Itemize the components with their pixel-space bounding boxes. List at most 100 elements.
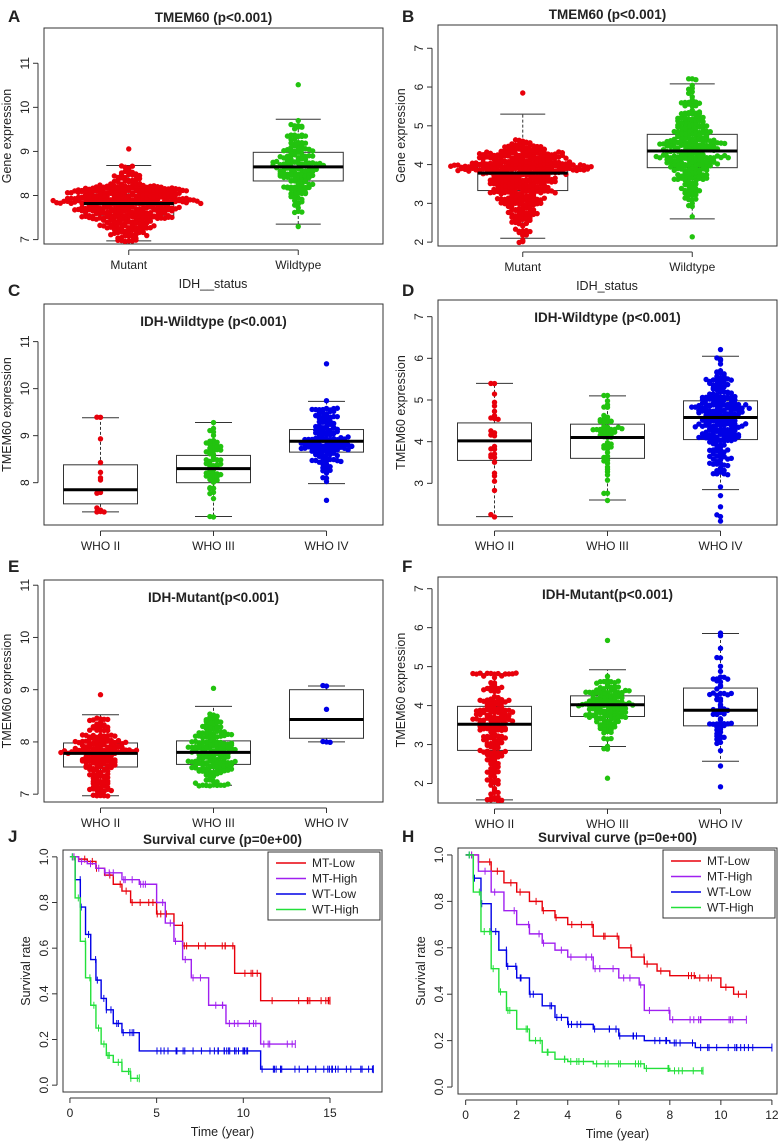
data-point <box>105 716 111 723</box>
x-tick-label: WHO III <box>192 539 235 553</box>
data-point <box>541 195 548 201</box>
data-point <box>302 178 309 185</box>
data-point <box>499 753 505 759</box>
data-point <box>671 176 677 182</box>
data-point <box>470 670 476 677</box>
data-point <box>281 148 287 154</box>
data-point <box>732 421 738 427</box>
x-tick-label: WHO IV <box>699 539 743 553</box>
data-point <box>151 223 157 229</box>
data-point <box>491 399 498 405</box>
data-point <box>717 703 724 709</box>
data-point <box>327 463 333 470</box>
chart-h: Survival curve (p=0e+00) 0.0 0.2 0.4 0.6 0.8 1… <box>414 830 779 1141</box>
data-point <box>214 713 220 719</box>
data-point <box>717 645 724 652</box>
data-point <box>728 455 734 461</box>
y-tick-label: 7 <box>18 236 32 243</box>
data-point <box>488 771 494 777</box>
data-point <box>488 415 494 421</box>
x-tick-label: WHO III <box>586 817 629 831</box>
data-point <box>608 418 614 425</box>
data-point <box>185 758 191 764</box>
data-point <box>513 670 519 676</box>
x-tick-label: WHO III <box>586 539 629 553</box>
data-point <box>743 421 749 427</box>
data-point <box>689 213 695 220</box>
data-point <box>118 163 125 169</box>
data-point <box>604 477 611 483</box>
data-point <box>320 465 326 471</box>
data-point <box>693 191 699 198</box>
data-point <box>477 727 483 733</box>
box-group-mutant <box>448 90 594 246</box>
data-point <box>323 470 330 476</box>
data-point <box>678 100 685 106</box>
data-point <box>707 460 713 466</box>
legend-label: WT-High <box>707 901 754 915</box>
y-tick-label: 5 <box>412 663 426 670</box>
data-point <box>509 214 515 220</box>
data-point <box>512 137 519 143</box>
data-point <box>491 186 497 193</box>
data-point <box>291 202 298 208</box>
x-tick-label: WHO II <box>81 539 120 553</box>
data-point <box>612 429 618 435</box>
y-tick-label: 4 <box>412 161 426 168</box>
y-tick-label: 2 <box>412 780 426 787</box>
data-point <box>83 754 89 760</box>
data-point <box>210 454 217 460</box>
y-tick-label: 11 <box>18 579 32 592</box>
data-point <box>494 195 501 202</box>
data-point <box>306 184 312 191</box>
data-point <box>481 687 487 693</box>
data-point <box>728 720 734 727</box>
data-point <box>309 181 316 188</box>
data-point <box>520 223 526 229</box>
data-point <box>653 153 659 160</box>
data-point <box>183 199 190 206</box>
data-point <box>597 725 603 732</box>
data-point <box>735 401 742 408</box>
data-point <box>316 432 322 438</box>
plot-frame <box>437 24 778 247</box>
data-point <box>711 144 717 150</box>
data-point <box>714 654 720 661</box>
y-tick-label: 7 <box>412 45 426 52</box>
legend-label: WT-Low <box>707 885 751 899</box>
x-tick-label: 5 <box>153 1106 160 1120</box>
data-point <box>214 779 220 785</box>
data-point <box>320 455 326 462</box>
box-group-who-iii <box>176 419 251 520</box>
data-point <box>604 464 611 470</box>
x-tick-label: WHO IV <box>305 539 349 553</box>
data-point <box>509 219 515 225</box>
data-point <box>299 123 305 130</box>
data-point <box>682 103 688 109</box>
y-axis-label: Gene expression <box>394 88 408 183</box>
data-point <box>499 739 505 746</box>
data-point <box>90 723 97 730</box>
data-point <box>87 717 93 724</box>
data-point <box>703 132 710 139</box>
series-wt-low <box>465 851 773 1052</box>
data-point <box>527 140 533 146</box>
y-tick-label: 11 <box>18 335 32 348</box>
x-tick-label: WHO II <box>475 539 514 553</box>
data-point <box>495 688 501 694</box>
chart-c: IDH-Wildtype (p<0.001) 8 9 10 11 TMEM60 expre… <box>0 303 384 553</box>
data-point <box>693 181 699 187</box>
data-point <box>302 189 309 196</box>
data-point <box>228 742 235 748</box>
data-point <box>693 102 699 109</box>
data-point <box>218 471 224 478</box>
data-point <box>108 231 114 238</box>
data-point <box>563 155 569 161</box>
data-point <box>203 473 209 479</box>
y-tick-label: 3 <box>412 741 426 748</box>
data-point <box>183 188 190 194</box>
series-mt-low <box>69 853 331 1005</box>
data-point <box>488 428 494 434</box>
data-point <box>192 743 199 750</box>
